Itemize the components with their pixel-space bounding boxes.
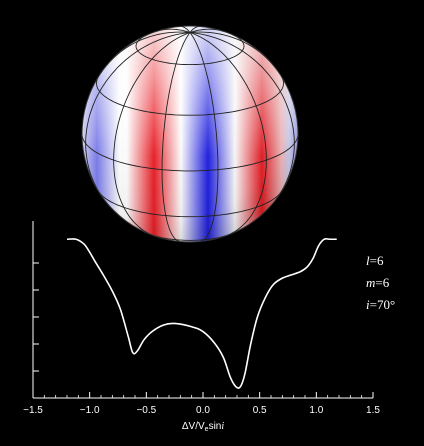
x-tick-label: 1.5 xyxy=(366,405,380,416)
x-ticks: −1.5 −1.0 −0.5 0.0 0.5 1.0 1.5 xyxy=(23,392,380,416)
grid-line xyxy=(190,34,245,66)
x-axis-title: ΔV/Vesini xyxy=(182,421,225,433)
grid-line xyxy=(189,32,219,242)
x-tick-label: −1.5 xyxy=(23,405,43,416)
param-i: i=70° xyxy=(366,297,395,312)
grid-line xyxy=(190,133,298,172)
x-tick-label: −1.0 xyxy=(80,405,100,416)
lat-long-grid xyxy=(82,26,298,242)
line-profile-curve xyxy=(66,237,337,389)
sphere-shading xyxy=(82,26,298,242)
grid-line xyxy=(189,32,295,199)
grid-line xyxy=(96,76,190,116)
x-tick-label: −0.5 xyxy=(136,405,156,416)
grid-line xyxy=(85,32,191,199)
parameter-labels: l=6 m=6 i=70° xyxy=(366,253,395,312)
grid-line xyxy=(113,32,191,237)
y-ticks xyxy=(33,262,39,399)
sphere-limb xyxy=(81,25,299,243)
grid-line xyxy=(161,32,191,242)
param-l: l=6 xyxy=(366,253,384,268)
x-tick-label: 0.5 xyxy=(253,405,267,416)
star-sphere xyxy=(81,25,299,243)
grid-line xyxy=(135,34,190,66)
param-m: m=6 xyxy=(366,275,390,290)
grid-line xyxy=(99,192,190,218)
line-profile-plot: −1.5 −1.0 −0.5 0.0 0.5 1.0 1.5 ΔV/Vesini xyxy=(23,221,380,433)
x-tick-label: 0.0 xyxy=(196,405,210,416)
grid-line xyxy=(190,76,284,116)
grid-line xyxy=(190,192,281,218)
grid-line xyxy=(82,135,190,172)
x-tick-label: 1.0 xyxy=(309,405,323,416)
grid-line xyxy=(189,32,267,237)
